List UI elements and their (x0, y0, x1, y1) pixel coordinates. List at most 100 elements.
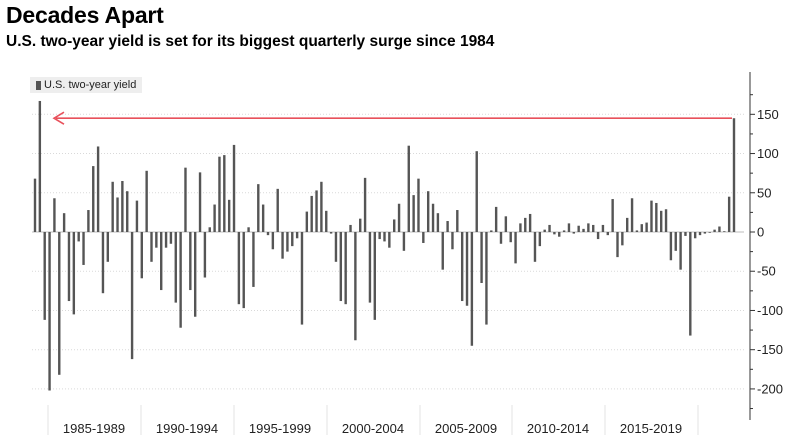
bar (213, 204, 216, 232)
bar (684, 232, 687, 236)
bar (436, 213, 440, 232)
bar (407, 145, 410, 232)
bar (266, 232, 270, 236)
bar (58, 232, 61, 375)
bar (718, 226, 721, 232)
chart-title: Decades Apart (6, 2, 164, 28)
bar (456, 210, 459, 232)
bar (494, 206, 498, 232)
bar (247, 227, 250, 232)
bar (616, 232, 619, 258)
bar (363, 177, 367, 232)
bar (674, 232, 677, 251)
bar (388, 232, 391, 248)
bar (33, 178, 37, 232)
bar (286, 232, 289, 252)
bar (354, 232, 357, 341)
bar (480, 232, 483, 283)
bar (276, 188, 279, 232)
bar (106, 232, 110, 262)
y-tick-label: -200 (757, 381, 783, 396)
bar (126, 191, 129, 232)
bar (460, 232, 464, 302)
bar (519, 223, 522, 232)
bar (630, 198, 634, 232)
bar (378, 232, 381, 240)
bar (422, 232, 425, 243)
annotation-arrowhead (52, 111, 65, 125)
bar (592, 224, 595, 232)
bar (727, 196, 731, 232)
bar (155, 232, 158, 248)
bar (325, 210, 328, 232)
bar (77, 232, 80, 242)
bar (208, 227, 211, 232)
bar (320, 181, 323, 232)
y-tick-label: -150 (757, 342, 783, 357)
bar (92, 166, 95, 232)
bar (130, 232, 134, 360)
bar (101, 232, 105, 294)
bar (164, 232, 168, 248)
x-category-label: 1995-1999 (249, 421, 311, 435)
y-tick-label: 0 (757, 225, 764, 240)
bar (295, 232, 299, 239)
bar (72, 232, 76, 315)
bar (446, 221, 449, 232)
bar (271, 232, 275, 250)
bar (43, 232, 46, 320)
bar (451, 232, 454, 250)
x-category-label: 1985-1989 (63, 421, 125, 435)
bar (514, 232, 517, 264)
bar (587, 223, 590, 232)
bar (160, 232, 163, 291)
bar (533, 232, 537, 262)
bar (465, 232, 469, 306)
bar (87, 210, 90, 232)
legend-label: U.S. two-year yield (44, 79, 137, 91)
bar (582, 228, 585, 232)
bar (562, 230, 566, 232)
bar (499, 232, 503, 244)
bar (368, 232, 372, 303)
y-tick-label: 150 (757, 107, 779, 122)
bar (145, 170, 148, 232)
bar (621, 232, 624, 246)
y-tick-label: -50 (757, 264, 776, 279)
x-category-label: 2015-2019 (620, 421, 682, 435)
bar (198, 172, 202, 232)
bar (490, 230, 493, 232)
bar (232, 144, 236, 232)
bar (174, 232, 177, 303)
bar (655, 202, 658, 232)
bar (412, 195, 415, 232)
x-category-label: 2000-2004 (342, 421, 404, 435)
x-category-label: 2005-2009 (435, 421, 497, 435)
bar (218, 156, 221, 232)
x-category-label: 1990-1994 (156, 421, 218, 435)
bar (334, 232, 338, 262)
bar (281, 232, 284, 259)
chart-subtitle: U.S. two-year yield is set for its bigge… (6, 33, 495, 50)
bar (62, 213, 66, 232)
bar (708, 232, 711, 233)
legend-swatch (36, 80, 41, 90)
bar (402, 232, 406, 251)
bar (140, 232, 143, 279)
bar (417, 178, 420, 232)
bar (169, 232, 173, 244)
bar (640, 224, 643, 232)
bar (203, 232, 207, 278)
bar (538, 232, 542, 247)
bar (179, 232, 182, 328)
bar (193, 232, 197, 317)
bar (723, 231, 726, 232)
bar (38, 100, 42, 232)
x-category-label: 2010-2014 (527, 421, 589, 435)
bar (397, 203, 401, 232)
bar (291, 232, 294, 247)
bar (96, 146, 100, 232)
legend: U.S. two-year yield (30, 77, 143, 93)
bar (577, 225, 580, 232)
